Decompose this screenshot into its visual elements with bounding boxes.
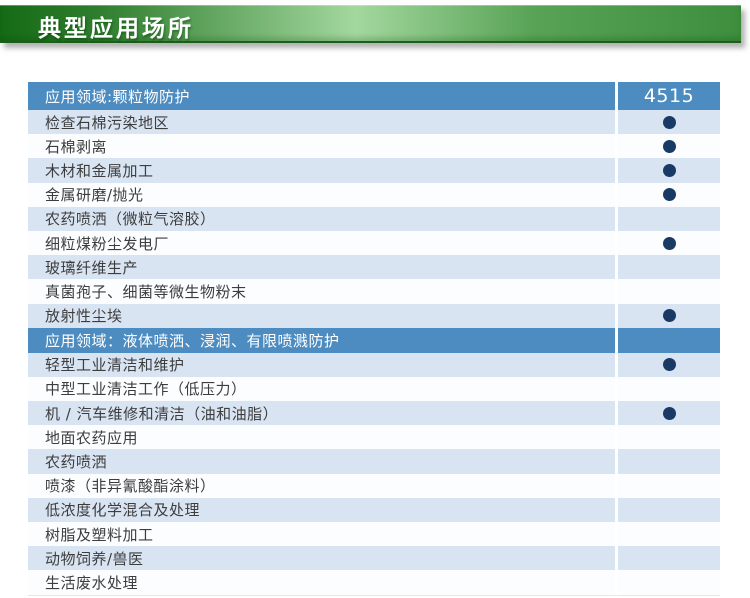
application-label: 动物饲养/兽医 (45, 549, 144, 568)
table-row: 细粒煤粉尘发电厂 (28, 230, 720, 256)
section-header-label: 应用领域:颗粒物防护 (45, 87, 191, 106)
section-header-row: 应用领域:颗粒物防护 4515 (28, 82, 720, 110)
table-row: 地面农药应用 (28, 425, 720, 450)
application-label: 细粒煤粉尘发电厂 (45, 234, 170, 253)
application-label: 木材和金属加工 (45, 161, 154, 180)
table-row: 机 / 汽车维修和清洁（油和油脂） (28, 401, 720, 426)
applicability-cell (615, 401, 720, 426)
applicability-cell (615, 206, 720, 231)
application-label: 真菌孢子、细菌等微生物粉末 (45, 282, 247, 301)
applicability-cell (615, 352, 720, 377)
applicability-cell (615, 110, 720, 135)
table-row: 金属研磨/抛光 (28, 182, 720, 207)
applicability-cell (615, 497, 720, 522)
table-row: 低浓度化学混合及处理 (28, 497, 720, 522)
table-row: 石棉剥离 (28, 134, 720, 159)
table-row: 放射性尘埃 (28, 303, 720, 328)
applicability-dot-icon (662, 236, 676, 250)
section-body: 轻型工业清洁和维护中型工业清洁工作（低压力） 机 / 汽车维修和清洁（油和油脂） 地… (28, 352, 720, 595)
table-row: 树脂及塑料加工 (28, 522, 720, 547)
applicability-dot-icon (662, 163, 676, 177)
table-row: 玻璃纤维生产 (28, 255, 720, 280)
applicability-cell (615, 546, 720, 571)
table-row: 动物饲养/兽医 (28, 546, 720, 571)
application-label: 低浓度化学混合及处理 (45, 501, 201, 520)
applicability-cell (615, 255, 720, 280)
applicability-dot-icon (662, 406, 676, 420)
application-label: 中型工业清洁工作（低压力） (45, 380, 247, 399)
applicability-cell (615, 230, 720, 256)
section-body: 检查石棉污染地区 石棉剥离木材和金属加工 金属研磨/抛光农药喷洒（微粒气溶胶） 细粒煤… (28, 110, 720, 328)
page-title: 典型应用场所 (38, 16, 194, 42)
application-label: 放射性尘埃 (45, 307, 123, 326)
section-header-row: 应用领域：液体喷洒、浸润、有限喷溅防护 (28, 327, 720, 353)
application-label: 农药喷洒 (45, 453, 108, 472)
product-column-cell: 4515 (615, 82, 720, 110)
applicability-cell (615, 279, 720, 304)
table-row: 喷漆（非异氰酸酯涂料） (28, 473, 720, 498)
section-header-label: 应用领域：液体喷洒、浸润、有限喷溅防护 (45, 331, 340, 350)
applicability-cell (615, 134, 720, 159)
applicability-cell (615, 449, 720, 474)
table-row: 检查石棉污染地区 (28, 110, 720, 135)
applicability-cell (615, 182, 720, 207)
application-label: 地面农药应用 (45, 428, 139, 447)
application-label: 检查石棉污染地区 (45, 113, 170, 132)
product-model-label: 4515 (643, 85, 695, 107)
application-label: 机 / 汽车维修和清洁（油和油脂） (45, 404, 279, 423)
applicability-cell (615, 376, 720, 402)
applicability-cell (615, 570, 720, 595)
application-label: 金属研磨/抛光 (45, 186, 144, 205)
section-title-banner: 典型应用场所 (0, 5, 741, 43)
applicability-dot-icon (662, 115, 676, 129)
product-column-cell (615, 327, 720, 353)
applicability-cell (615, 522, 720, 547)
applicability-cell (615, 303, 720, 328)
table-row: 生活废水处理 (28, 570, 720, 595)
application-label: 玻璃纤维生产 (45, 258, 139, 277)
table-row: 轻型工业清洁和维护 (28, 352, 720, 377)
applicability-dot-icon (662, 309, 676, 323)
application-label: 生活废水处理 (45, 573, 139, 592)
table-row: 农药喷洒 (28, 449, 720, 474)
application-label: 轻型工业清洁和维护 (45, 356, 185, 375)
applicability-cell (615, 425, 720, 450)
application-label: 农药喷洒（微粒气溶胶） (45, 210, 216, 229)
table-row: 真菌孢子、细菌等微生物粉末 (28, 279, 720, 304)
application-label: 石棉剥离 (45, 137, 108, 156)
table-row: 木材和金属加工 (28, 158, 720, 183)
application-label: 树脂及塑料加工 (45, 525, 154, 544)
applicability-dot-icon (662, 358, 676, 372)
table-row: 中型工业清洁工作（低压力） (28, 376, 720, 402)
table-row: 农药喷洒（微粒气溶胶） (28, 206, 720, 231)
applicability-dot-icon (662, 139, 676, 153)
application-table: 应用领域:颗粒物防护 4515 检查石棉污染地区 石棉剥离木材和金属加工 金属研磨/抛光… (28, 82, 720, 596)
applicability-cell (615, 473, 720, 498)
applicability-dot-icon (662, 188, 676, 202)
application-label: 喷漆（非异氰酸酯涂料） (45, 477, 216, 496)
applicability-cell (615, 158, 720, 183)
